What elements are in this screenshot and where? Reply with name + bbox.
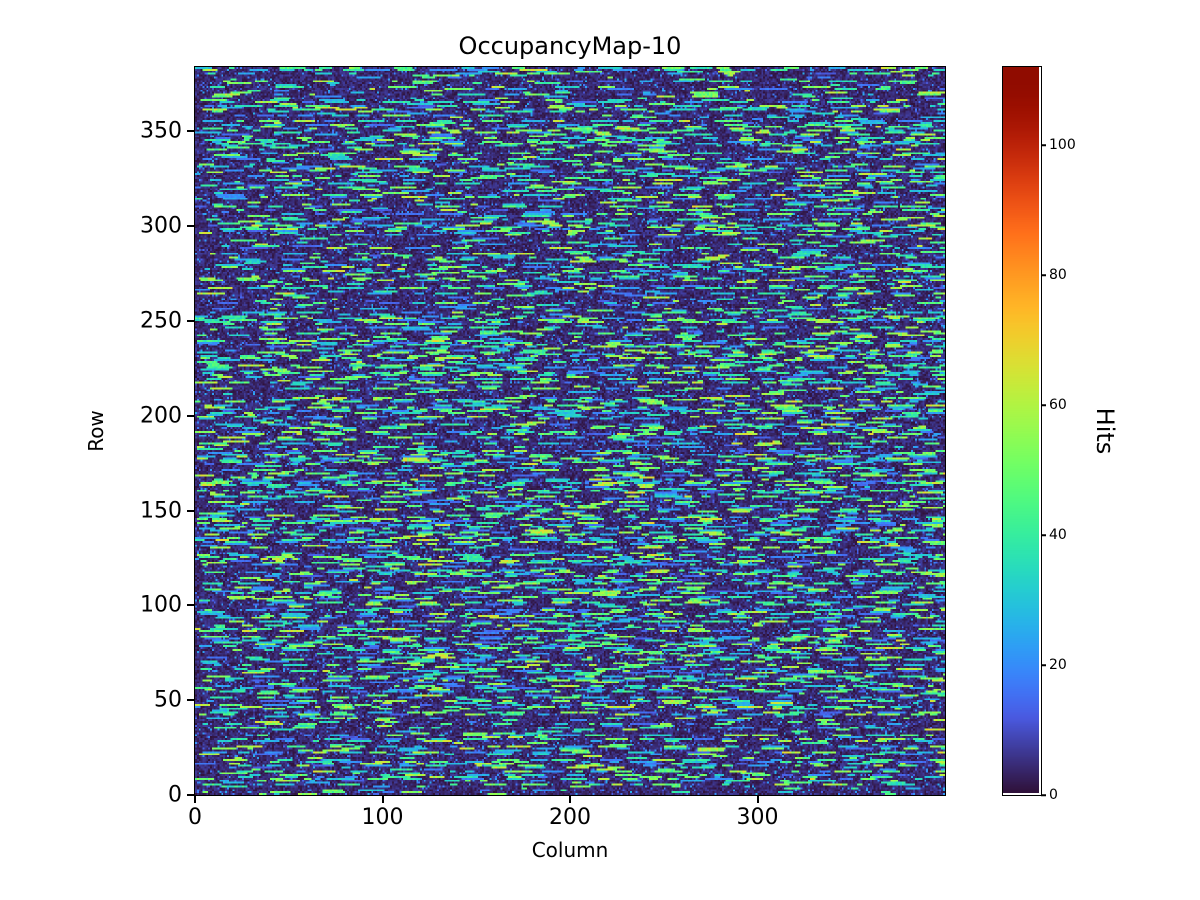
colorbar-tick-mark (1041, 534, 1046, 536)
colorbar-canvas (1003, 67, 1039, 793)
y-tick-label: 200 (140, 403, 182, 429)
heatmap-canvas (195, 67, 945, 795)
y-tick-label: 350 (140, 118, 182, 144)
colorbar-tick-mark (1041, 664, 1046, 666)
y-tick-mark (187, 130, 195, 133)
y-tick-mark (187, 699, 195, 702)
y-tick-label: 250 (140, 308, 182, 334)
y-tick-mark (187, 414, 195, 417)
x-tick-label: 0 (188, 805, 202, 830)
y-tick-label: 100 (140, 592, 182, 618)
colorbar-tick-mark (1041, 404, 1046, 406)
colorbar-label: Hits (1091, 407, 1119, 455)
x-tick-label: 300 (736, 805, 779, 830)
plot-area (194, 66, 946, 796)
colorbar (1002, 66, 1042, 796)
y-axis-label: Row (84, 410, 108, 452)
y-tick-mark (187, 320, 195, 323)
y-tick-mark (187, 509, 195, 512)
x-tick-mark (569, 795, 571, 803)
x-tick-label: 200 (549, 805, 591, 830)
colorbar-tick-label: 40 (1049, 527, 1067, 543)
x-tick-label: 100 (361, 805, 404, 830)
y-tick-mark (187, 604, 195, 607)
colorbar-tick-mark (1041, 794, 1046, 796)
y-tick-mark (187, 225, 195, 228)
y-tick-mark (187, 794, 195, 796)
y-tick-label: 150 (140, 498, 182, 524)
x-tick-mark (381, 795, 384, 803)
colorbar-tick-label: 0 (1049, 787, 1058, 803)
colorbar-tick-mark (1041, 274, 1046, 276)
colorbar-tick-mark (1041, 144, 1046, 146)
y-tick-label: 300 (140, 213, 182, 239)
colorbar-tick-label: 60 (1049, 397, 1067, 413)
chart-title: OccupancyMap-10 (458, 32, 682, 60)
colorbar-tick-label: 80 (1049, 267, 1067, 283)
colorbar-tick-label: 100 (1049, 137, 1076, 153)
y-tick-label: 50 (154, 687, 182, 713)
x-tick-mark (194, 795, 196, 803)
x-axis-label: Column (531, 838, 609, 862)
colorbar-tick-label: 20 (1049, 657, 1067, 673)
x-tick-mark (756, 795, 759, 803)
y-tick-label: 0 (168, 782, 182, 808)
